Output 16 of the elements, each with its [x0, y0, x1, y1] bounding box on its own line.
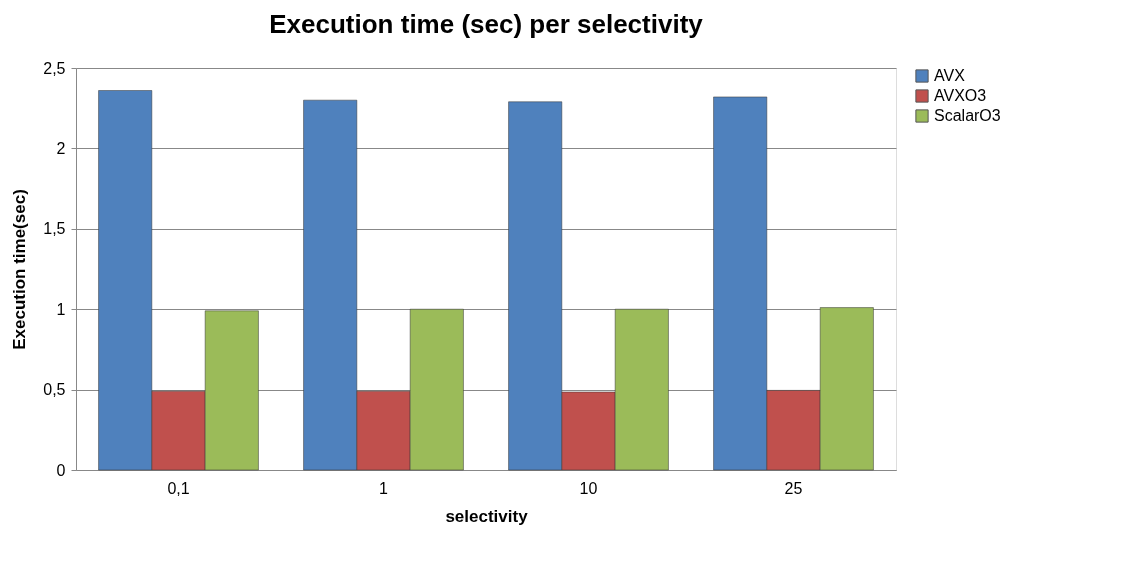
y-tick-label: 0 [56, 461, 66, 479]
y-axis-title: Execution time(sec) [10, 189, 30, 350]
y-tick-label: 2 [56, 139, 66, 157]
x-tick-label: 25 [784, 479, 803, 497]
y-tick-label: 2,5 [43, 59, 66, 77]
x-tick-label: 0,1 [167, 479, 190, 497]
y-tick-label: 1 [56, 300, 66, 318]
legend-label: ScalarO3 [934, 107, 1001, 124]
chart-title: Execution time (sec) per selectivity [269, 9, 704, 39]
legend-label: AVXO3 [934, 87, 987, 104]
x-axis-title: selectivity [445, 506, 529, 526]
y-tick-label: 1,5 [43, 220, 66, 238]
y-tick-label: 0,5 [43, 381, 66, 399]
x-tick-label: 10 [579, 479, 598, 497]
x-tick-label: 1 [379, 479, 389, 497]
legend-label: AVX [934, 67, 966, 84]
